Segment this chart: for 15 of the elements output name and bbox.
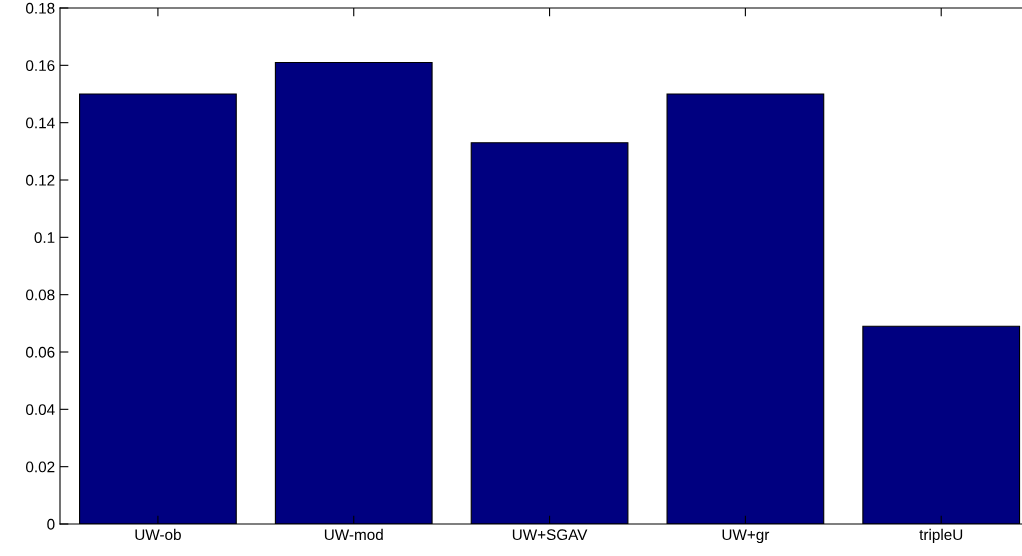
y-tick-label: 0.04: [26, 404, 55, 416]
x-tick-label: UW+SGAV: [512, 529, 588, 541]
y-tick-label: 0: [47, 518, 55, 530]
x-tick-label: tripleU: [919, 528, 963, 544]
y-tick-label: 0.18: [26, 2, 55, 14]
y-tick-label: 0.1: [34, 232, 55, 244]
x-tick-label: UW-mod: [324, 528, 383, 541]
x-tick-label: UW+gr: [722, 529, 770, 544]
y-tick-label: 0.08: [26, 289, 55, 301]
y-tick-label: 0.16: [26, 60, 55, 72]
y-tick-label: 0.06: [26, 346, 55, 358]
x-tick-label: UW-ob: [135, 528, 181, 541]
y-tick-label: 0.14: [26, 117, 55, 129]
y-tick-label: 0.12: [26, 174, 55, 186]
y-tick-label: 0.02: [26, 461, 55, 473]
